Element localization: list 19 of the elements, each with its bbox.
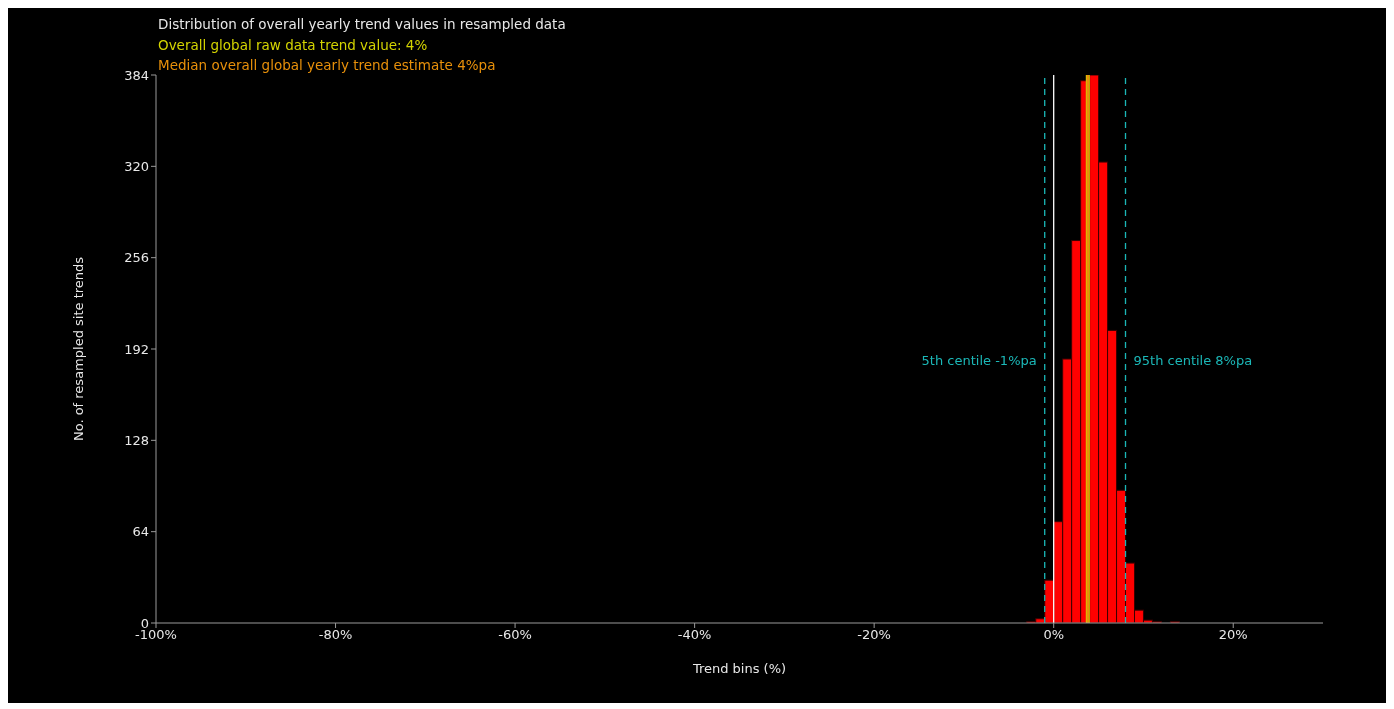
ref-line-label: 5th centile -1%pa — [921, 353, 1037, 369]
y-tick-label: 128 — [124, 432, 149, 448]
x-tick-label: -20% — [857, 627, 891, 643]
x-tick-label: -40% — [677, 627, 712, 643]
x-tick-label: 20% — [1218, 627, 1248, 643]
y-tick-label: 256 — [124, 250, 149, 266]
x-tick-label: 0% — [1043, 627, 1064, 643]
ref-line-label: Median overall global yearly trend estimate 4%pa — [158, 56, 497, 75]
x-tick-label: -60% — [498, 627, 532, 643]
y-tick-label: 192 — [124, 341, 149, 357]
ref-line-label: Overall global raw data trend value: 4% — [158, 35, 429, 55]
y-tick-label: 64 — [132, 524, 149, 540]
y-axis-title: No. of resampled site trends — [70, 256, 86, 442]
y-tick-label: 384 — [124, 67, 149, 83]
y-tick-label: 320 — [124, 158, 149, 174]
x-tick-label: -80% — [318, 627, 353, 643]
chart-title: Distribution of overall yearly trend values in resampled data — [158, 15, 566, 34]
x-axis-title: Trend bins (%) — [691, 661, 787, 676]
ref-line-label: 95th centile 8%pa — [1133, 353, 1253, 369]
